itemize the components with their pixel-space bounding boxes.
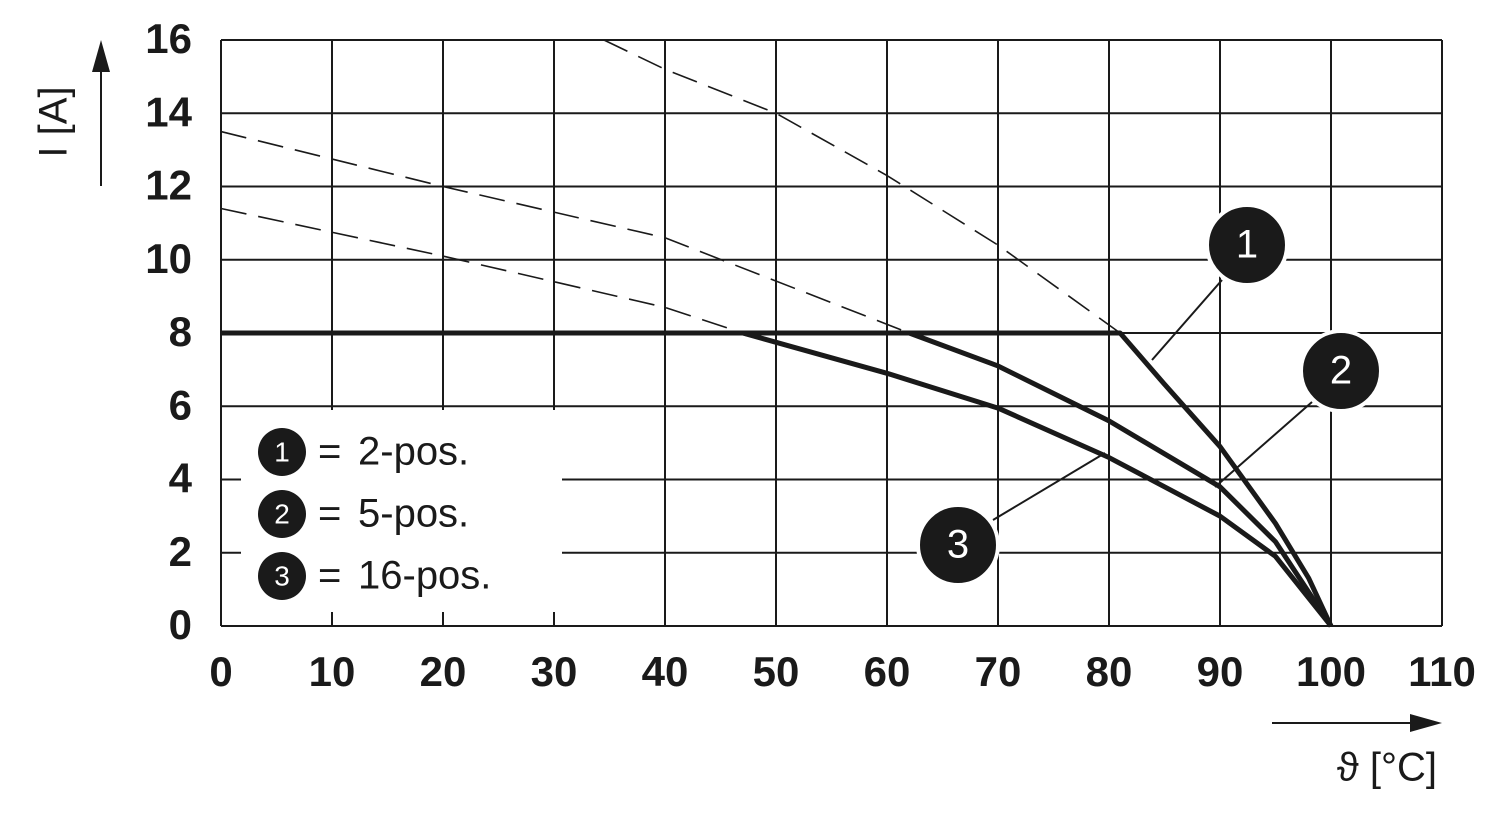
callout-number: 2	[1330, 349, 1352, 393]
y-tick-label: 14	[145, 88, 192, 135]
legend-badge	[258, 552, 306, 600]
x-tick-label: 110	[1408, 648, 1476, 695]
derating-curve	[908, 330, 1334, 628]
x-axis-arrowhead	[1410, 714, 1442, 732]
legend: 1 = 2-pos. 2 = 5-pos. 3 = 16-pos.	[258, 428, 491, 600]
x-tick-label: 100	[1296, 648, 1366, 695]
legend-badge-number: 1	[274, 436, 290, 467]
callout-leader	[992, 452, 1106, 521]
x-tick-label: 60	[864, 648, 911, 695]
callout-number: 1	[1236, 223, 1258, 267]
x-tick-label: 80	[1086, 648, 1133, 695]
y-tick-label: 16	[145, 15, 192, 62]
legend-badge-number: 2	[274, 498, 290, 529]
legend-badge	[258, 428, 306, 476]
x-tick-label: 10	[309, 648, 356, 695]
y-tick-label: 4	[169, 455, 193, 502]
callout-badge	[1299, 329, 1383, 413]
y-tick-label: 8	[169, 308, 192, 355]
legend-label: 16-pos.	[358, 554, 491, 598]
x-tick-label: 70	[975, 648, 1022, 695]
y-tick-label: 2	[169, 528, 192, 575]
y-tick-label: 12	[145, 162, 192, 209]
legend-separator: =	[318, 430, 341, 474]
y-tick-label: 10	[145, 235, 192, 282]
callout-badge	[1205, 203, 1289, 287]
callout-number: 3	[947, 523, 969, 567]
x-tick-label: 0	[209, 648, 232, 695]
x-tick-label: 50	[753, 648, 800, 695]
curves	[220, 39, 1334, 628]
y-axis-arrowhead	[92, 40, 110, 72]
derating-curve	[742, 330, 1333, 628]
legend-badge	[258, 490, 306, 538]
x-tick-label: 20	[420, 648, 467, 695]
legend-badge-number: 3	[274, 560, 290, 591]
y-axis-label: I [A]	[32, 86, 76, 157]
callout-leader	[1214, 401, 1313, 488]
legend-label: 2-pos.	[358, 430, 469, 474]
legend-separator: =	[318, 554, 341, 598]
y-tick-label: 0	[169, 601, 192, 648]
legend-separator: =	[318, 492, 341, 536]
extrapolated-line	[220, 130, 910, 334]
x-axis-label: ϑ [°C]	[1337, 746, 1437, 790]
legend-label: 5-pos.	[358, 492, 469, 536]
y-tick-label: 6	[169, 381, 192, 428]
x-tick-label: 40	[642, 648, 689, 695]
derating-curve	[221, 330, 1334, 628]
x-tick-label: 90	[1197, 648, 1244, 695]
extrapolated-line	[603, 39, 1121, 334]
callouts: 1 2 3	[916, 203, 1383, 587]
callout-leader	[1151, 279, 1223, 361]
x-tick-label: 30	[531, 648, 578, 695]
callout-badge	[916, 503, 1000, 587]
extrapolated-line	[220, 207, 743, 334]
